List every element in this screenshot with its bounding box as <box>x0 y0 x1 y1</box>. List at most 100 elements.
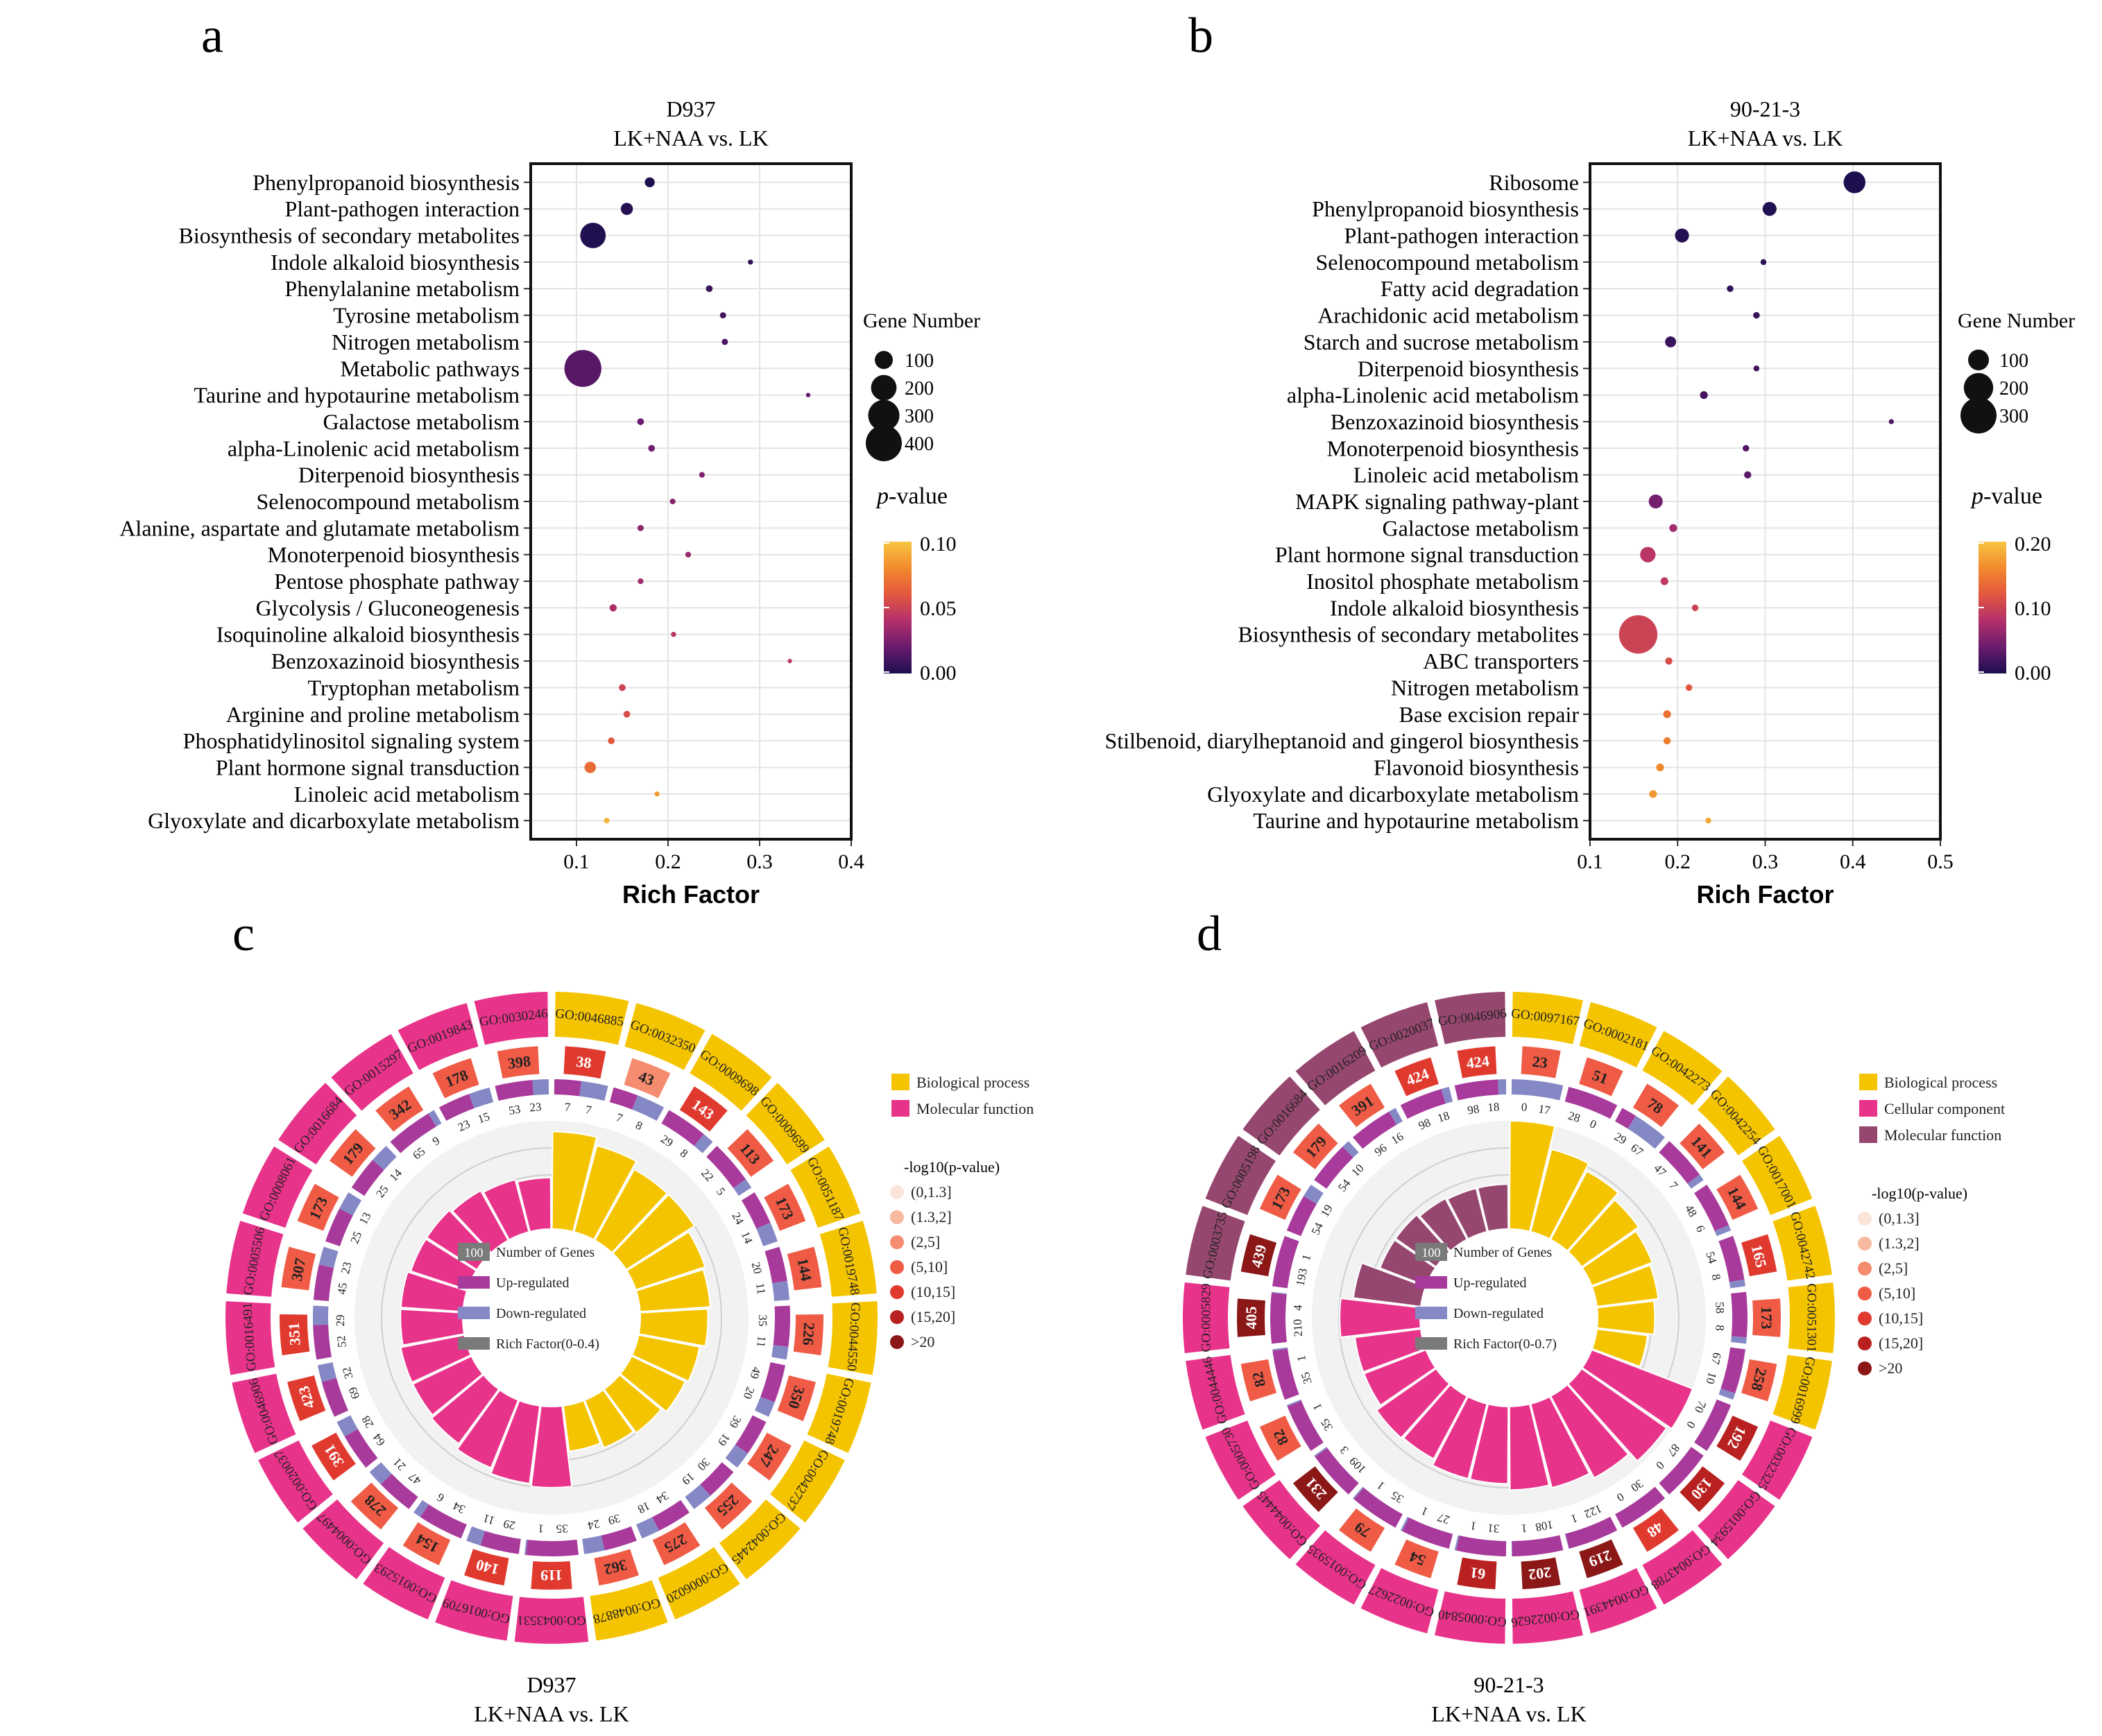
regulation-count-label: 1 <box>1374 1479 1387 1493</box>
y-tick-label: Plant-pathogen interaction <box>1344 223 1579 248</box>
down-regulated-segment <box>1687 1174 1704 1189</box>
regulation-count-label: 14 <box>387 1166 405 1184</box>
regulation-count-label: 19 <box>1318 1203 1335 1219</box>
size-legend-label: 100 <box>905 350 934 372</box>
down-regulated-segment <box>466 1526 486 1546</box>
data-point <box>1742 445 1750 452</box>
center-legend-swatch <box>1415 1276 1447 1289</box>
color-legend-title-rest: -value <box>889 483 948 509</box>
gene-count-segment <box>679 1086 728 1132</box>
gene-count-segment <box>1240 1359 1277 1402</box>
data-point <box>1762 202 1777 216</box>
x-tick-label: 0.1 <box>1577 850 1603 873</box>
color-legend-title: p-value <box>875 483 948 509</box>
y-tick-label: Indole alkaloid biosynthesis <box>1330 595 1579 620</box>
y-tick-label: Galactose metabolism <box>323 409 520 434</box>
term-id-segment <box>1579 1567 1657 1633</box>
data-point <box>1649 790 1657 798</box>
term-id-segment <box>1242 1076 1320 1155</box>
term-id-segment <box>690 1033 772 1111</box>
data-point <box>719 312 726 319</box>
term-id-segment <box>1295 1530 1376 1605</box>
gene-count-segment <box>287 1375 326 1421</box>
pval-legend-label: >20 <box>1879 1359 1902 1377</box>
gene-count-segment <box>350 1482 399 1530</box>
size-legend-label: 300 <box>905 406 934 427</box>
gene-count-segment <box>311 1432 356 1481</box>
up-regulated-segment <box>438 1094 475 1121</box>
regulation-count-label: 87 <box>1664 1441 1682 1459</box>
term-id-segment <box>1742 1135 1813 1215</box>
plot-frame <box>1589 162 1942 841</box>
data-point <box>805 393 811 397</box>
data-point <box>706 285 713 293</box>
gene-count-label: 424 <box>1465 1052 1490 1072</box>
down-regulated-segment <box>1511 1079 1564 1101</box>
color-legend-label: 0.20 <box>2015 533 2051 556</box>
down-regulated-segment <box>772 1280 790 1301</box>
size-legend-label: 200 <box>1999 378 2028 399</box>
color-legend-title-italic: p <box>1970 483 1983 509</box>
regulation-count-label: 18 <box>635 1499 652 1517</box>
data-point <box>685 551 692 558</box>
x-tick-label: 0.3 <box>746 850 773 873</box>
data-point <box>1888 419 1894 424</box>
y-tick-label: Phenylpropanoid biosynthesis <box>253 170 520 195</box>
center-legend-label: Number of Genes <box>1453 1245 1552 1260</box>
term-id-segment <box>226 1221 284 1297</box>
data-point <box>1669 524 1677 532</box>
gene-count-segment <box>281 1246 316 1291</box>
up-regulated-segment <box>735 1415 767 1454</box>
x-tick-label: 0.4 <box>1840 850 1866 873</box>
x-tick-label: 0.2 <box>655 850 681 873</box>
regulation-count-label: 1 <box>1310 1402 1325 1413</box>
regulation-count-label: 31 <box>1487 1522 1500 1536</box>
gene-count-segment <box>1394 1057 1439 1097</box>
gene-count-segment <box>1237 1298 1265 1337</box>
term-id-segment <box>363 1547 445 1619</box>
gene-count-segment <box>563 1046 606 1079</box>
term-id-segment <box>1512 1591 1583 1644</box>
data-point <box>787 658 792 664</box>
term-id-segment <box>719 1499 801 1579</box>
data-point <box>1727 285 1734 292</box>
term-id-segment <box>554 992 629 1045</box>
size-legend-label: 200 <box>905 378 934 399</box>
regulation-count-label: 122 <box>1582 1502 1604 1521</box>
regulation-count-label: 29 <box>1612 1130 1629 1147</box>
x-tick-label: 0.3 <box>1752 850 1779 873</box>
data-point <box>1685 684 1693 691</box>
regulation-count-label: 69 <box>346 1385 363 1401</box>
gene-count-segment <box>329 1129 376 1177</box>
regulation-count-label: 18 <box>1487 1100 1500 1114</box>
term-id-label: GO:0005829 <box>1199 1283 1214 1352</box>
gene-count-segment <box>402 1522 451 1565</box>
term-id-segment <box>514 1597 589 1644</box>
up-regulated-segment <box>1272 1348 1299 1400</box>
regulation-count-label: 0 <box>1684 1419 1698 1431</box>
down-regulated-segment <box>524 1539 528 1556</box>
category-legend-swatch <box>1859 1100 1877 1117</box>
category-legend-label: Biological process <box>1884 1074 1997 1091</box>
down-regulated-segment <box>1286 1399 1302 1407</box>
term-id-segment <box>1579 1002 1657 1068</box>
regulation-count-label: 28 <box>359 1413 377 1430</box>
term-id-segment <box>278 1083 357 1165</box>
data-point <box>604 818 610 824</box>
center-hole <box>1420 1229 1598 1407</box>
regulation-count-label: 24 <box>729 1210 746 1227</box>
category-legend-swatch <box>891 1100 909 1117</box>
caption-line1: D937 <box>527 1672 576 1697</box>
gene-count-segment <box>777 1375 816 1421</box>
regulation-count-label: 22 <box>699 1167 716 1184</box>
up-regulated-segment <box>1272 1236 1299 1289</box>
up-regulated-segment <box>313 1324 332 1360</box>
data-point <box>654 791 660 797</box>
term-id-segment <box>1642 1530 1723 1605</box>
y-tick-label: Inositol phosphate metabolism <box>1306 569 1579 594</box>
data-point <box>609 604 617 612</box>
term-id-segment <box>1242 1480 1320 1560</box>
up-regulated-segment <box>1286 1196 1317 1237</box>
regulation-count-label: 11 <box>753 1282 768 1296</box>
